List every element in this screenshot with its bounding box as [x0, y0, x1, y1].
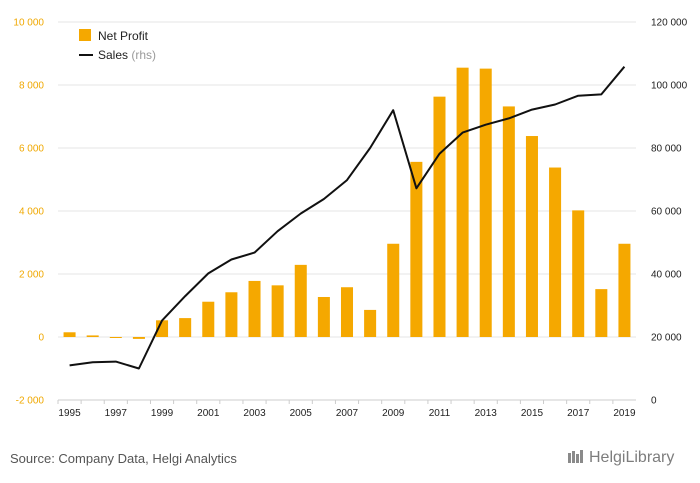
net-profit-bar: [317, 296, 330, 337]
helgi-library-logo[interactable]: HelgiLibrary: [568, 449, 674, 467]
net-profit-bar: [456, 67, 469, 338]
left-axis-tick-label: 6 000: [19, 144, 44, 155]
left-axis-tick-label: 10 000: [13, 18, 44, 29]
left-axis-tick-label: 4 000: [19, 207, 44, 218]
legend: Net Profit Sales (rhs): [79, 29, 156, 62]
left-axis-tick-label: 8 000: [19, 81, 44, 92]
x-axis-tick-label: 2003: [243, 408, 266, 419]
net-profit-bar: [294, 264, 307, 337]
net-profit-bar: [387, 243, 400, 337]
net-profit-bar: [525, 136, 538, 337]
net-profit-bar: [479, 68, 492, 338]
right-axis-tick-label: 60 000: [651, 207, 682, 218]
net-profit-bar: [63, 332, 76, 337]
x-axis-tick-label: 1995: [58, 408, 81, 419]
net-profit-bar: [433, 96, 446, 337]
x-axis-tick-label: 2017: [567, 408, 590, 419]
right-axis-ticks: 0 20 000 40 000 60 000 80 000 100 000 120 000: [651, 18, 688, 407]
net-profit-bar: [410, 161, 423, 337]
net-profit-bar: [179, 318, 192, 337]
net-profit-bar: [549, 167, 562, 337]
x-axis-tick-label: 2009: [382, 408, 405, 419]
x-axis-tick-label: 1999: [151, 408, 174, 419]
library-logo-icon: [568, 450, 583, 463]
net-profit-bar: [364, 309, 377, 337]
right-axis-tick-label: 120 000: [651, 18, 688, 29]
source-note: Source: Company Data, Helgi Analytics: [10, 451, 237, 466]
left-axis-tick-label: -2 000: [16, 396, 45, 407]
net-profit-bar: [202, 301, 215, 337]
right-axis-tick-label: 100 000: [651, 81, 688, 92]
net-profit-bars: [63, 67, 631, 339]
net-profit-bar: [86, 335, 99, 337]
net-profit-bar: [132, 337, 145, 339]
net-profit-bar: [109, 337, 122, 338]
x-axis-tick-label: 2011: [429, 408, 451, 419]
x-axis-tick-label: 2019: [613, 408, 636, 419]
net-profit-bar: [271, 285, 284, 337]
net-profit-bar: [618, 243, 631, 337]
x-axis-tick-label: 2013: [475, 408, 498, 419]
legend-net-profit-label: Net Profit: [98, 29, 149, 43]
x-axis-tick-label: 2005: [290, 408, 313, 419]
net-profit-bar: [502, 106, 515, 337]
net-profit-bar: [248, 280, 261, 337]
legend-sales-label: Sales (rhs): [98, 48, 156, 62]
sales-line: [69, 66, 626, 370]
x-axis-tick-label: 2007: [336, 408, 359, 419]
sales-line-layer: [69, 66, 626, 370]
combo-chart: -2 000 0 2 000 4 000 6 000 8 000 10 000 0 20 00…: [13, 18, 688, 420]
x-axis-tick-label: 1997: [105, 408, 128, 419]
right-axis-tick-label: 40 000: [651, 270, 682, 281]
net-profit-bar: [225, 292, 238, 337]
legend-net-profit-swatch: [79, 29, 91, 41]
net-profit-bar: [572, 210, 585, 337]
x-axis: 1995 1997 1999 2001 2003 2005 2007 2009 2011 2013…: [57, 399, 636, 419]
net-profit-bar: [340, 287, 354, 337]
net-profit-bar: [595, 289, 608, 337]
x-axis-tick-label: 2015: [521, 408, 544, 419]
right-axis-tick-label: 80 000: [651, 144, 682, 155]
right-axis-tick-label: 20 000: [651, 333, 682, 344]
left-axis-ticks: -2 000 0 2 000 4 000 6 000 8 000 10 000: [13, 18, 44, 407]
left-axis-tick-label: 2 000: [19, 270, 44, 281]
x-axis-tick-label: 2001: [197, 408, 220, 419]
right-axis-tick-label: 0: [651, 396, 657, 407]
brand-name: HelgiLibrary: [589, 449, 675, 466]
left-axis-tick-label: 0: [38, 333, 44, 344]
